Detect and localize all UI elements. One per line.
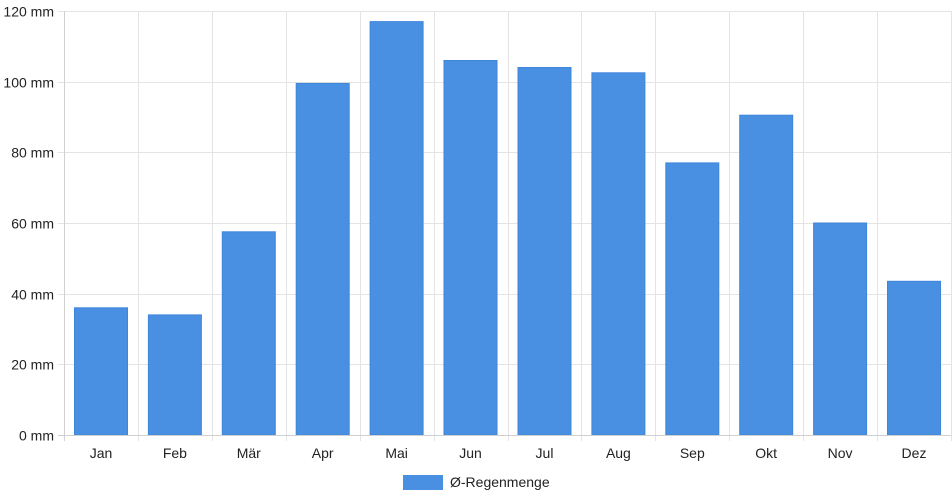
axes: 0 mm 20 mm 40 mm 60 mm 80 mm 100 mm 120 mm Jan F… bbox=[3, 4, 951, 461]
x-tick-label: Okt bbox=[755, 445, 777, 461]
bar-nov[interactable] bbox=[813, 222, 868, 436]
x-tick-label: Apr bbox=[312, 445, 334, 461]
bar-jul[interactable] bbox=[517, 67, 572, 436]
y-tick-label: 80 mm bbox=[11, 145, 54, 161]
y-tick-label: 0 mm bbox=[19, 428, 54, 444]
x-tick-label: Jul bbox=[536, 445, 554, 461]
bar-dez[interactable] bbox=[887, 280, 941, 436]
bar-mai[interactable] bbox=[369, 21, 424, 436]
bar-aug[interactable] bbox=[591, 72, 646, 436]
y-tick-label: 40 mm bbox=[11, 287, 54, 303]
legend-label[interactable]: Ø-Regenmenge bbox=[450, 474, 550, 490]
y-tick-label: 120 mm bbox=[3, 4, 54, 20]
bar-apr[interactable] bbox=[295, 82, 350, 436]
grid-lines bbox=[58, 11, 952, 441]
bar-okt[interactable] bbox=[739, 114, 794, 436]
legend[interactable]: Ø-Regenmenge bbox=[403, 474, 550, 490]
x-tick-label: Feb bbox=[163, 445, 187, 461]
bar-feb[interactable] bbox=[147, 314, 202, 436]
x-tick-label: Jun bbox=[459, 445, 482, 461]
legend-swatch[interactable] bbox=[403, 475, 443, 490]
bar-jun[interactable] bbox=[443, 60, 498, 436]
y-tick-label: 60 mm bbox=[11, 216, 54, 232]
bar-series bbox=[74, 21, 941, 436]
bar-sep[interactable] bbox=[665, 162, 720, 436]
y-tick-label: 20 mm bbox=[11, 357, 54, 373]
x-tick-label: Mai bbox=[385, 445, 408, 461]
y-tick-label: 100 mm bbox=[3, 75, 54, 91]
x-tick-label: Dez bbox=[902, 445, 927, 461]
bar-jan[interactable] bbox=[74, 307, 128, 436]
bar-mär[interactable] bbox=[221, 231, 276, 436]
x-tick-label: Nov bbox=[828, 445, 853, 461]
x-tick-label: Mär bbox=[237, 445, 261, 461]
x-tick-label: Aug bbox=[606, 445, 631, 461]
x-tick-label: Sep bbox=[680, 445, 705, 461]
x-tick-label: Jan bbox=[90, 445, 113, 461]
